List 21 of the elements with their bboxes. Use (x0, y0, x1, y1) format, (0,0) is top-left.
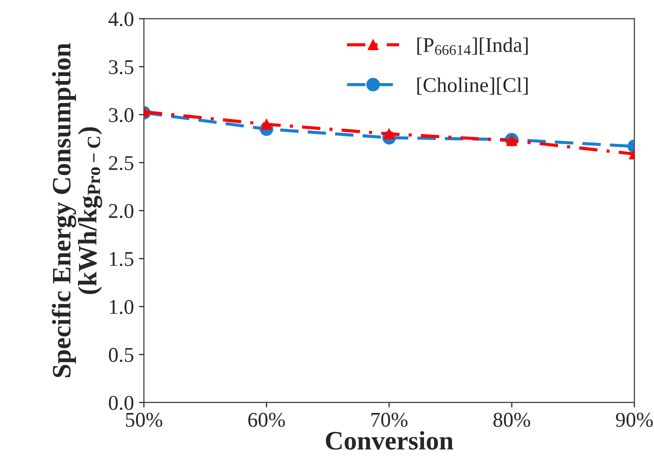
x-tick-label: 50% (126, 412, 162, 427)
y-tick-label: 1.0 (110, 300, 134, 314)
y-tick-label: 0.0 (108, 396, 134, 410)
y-tick-label: 3.5 (109, 60, 134, 74)
x-tick-label: 80% (493, 412, 530, 427)
x-tick-label: 70% (371, 412, 408, 427)
point (261, 118, 272, 130)
legend-label: [Choline][Cl] (417, 77, 528, 95)
point (506, 135, 518, 146)
x-tick-label: 60% (248, 412, 285, 427)
y-tick-label: 1.5 (110, 252, 134, 266)
y-tick-label: 3.0 (109, 108, 134, 122)
y-tick-label: 0.5 (108, 348, 134, 362)
legend-label: [P$_{66614}$][Inda] (417, 37, 528, 55)
x-axis-title: Conversion (326, 431, 454, 450)
y-tick-label: 4.0 (108, 12, 134, 26)
y-axis-title: Specific Energy Consumption (kWh/kg$_{Pro−C}$) (52, 43, 102, 378)
y-tick-label: 2.5 (109, 156, 134, 170)
x-tick-label: 90% (616, 412, 653, 427)
y-tick-label: 2.0 (109, 204, 134, 218)
point (384, 128, 395, 140)
